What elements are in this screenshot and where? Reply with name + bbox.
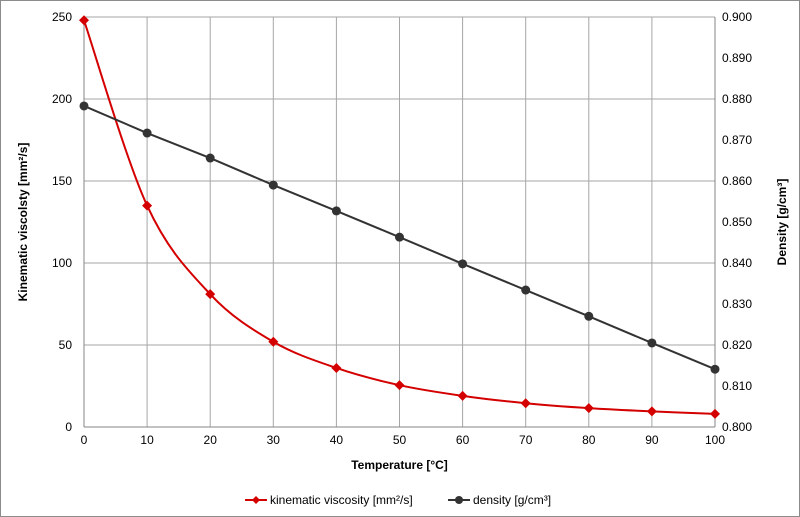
y2-tick-label: 0.860 xyxy=(722,174,752,188)
viscosity-point xyxy=(520,398,531,409)
viscosity-point xyxy=(710,408,720,419)
y2-tick-label: 0.900 xyxy=(722,10,752,24)
viscosity-point xyxy=(583,403,594,414)
density-point xyxy=(710,364,720,374)
legend-label: density [g/cm³] xyxy=(473,493,551,507)
viscosity-point xyxy=(268,336,279,347)
legend-diamond-icon xyxy=(252,496,260,504)
y-tick-label: 50 xyxy=(59,338,73,352)
density-point xyxy=(395,232,404,242)
density-point xyxy=(647,338,657,348)
density-point xyxy=(268,180,278,190)
y-tick-label: 250 xyxy=(52,10,72,24)
y2-tick-label: 0.850 xyxy=(722,215,752,229)
x-tick-label: 70 xyxy=(519,433,533,447)
x-tick-label: 10 xyxy=(140,433,154,447)
y2-tick-label: 0.880 xyxy=(722,92,752,106)
legend-circle-icon xyxy=(455,496,463,504)
y-axis-title: Kinematic viscolsty [mm²/s] xyxy=(16,143,30,302)
x-tick-label: 20 xyxy=(204,433,218,447)
x-tick-label: 80 xyxy=(582,433,596,447)
density-point xyxy=(79,101,89,111)
y2-tick-label: 0.810 xyxy=(722,379,752,393)
density-point xyxy=(331,206,341,216)
y-tick-label: 100 xyxy=(52,256,72,270)
x-tick-label: 60 xyxy=(456,433,470,447)
density-point xyxy=(521,285,531,295)
y2-tick-label: 0.870 xyxy=(722,133,752,147)
viscosity-point xyxy=(142,200,153,211)
x-tick-label: 30 xyxy=(267,433,281,447)
x-tick-label: 40 xyxy=(330,433,344,447)
density-point xyxy=(584,311,594,321)
y-tick-label: 0 xyxy=(65,420,72,434)
viscosity-point xyxy=(394,380,405,391)
density-point xyxy=(205,153,215,163)
y2-tick-label: 0.840 xyxy=(722,256,752,270)
viscosity-point xyxy=(457,390,468,401)
x-tick-label: 90 xyxy=(645,433,659,447)
density-point xyxy=(142,128,152,138)
x-tick-label: 100 xyxy=(705,433,725,447)
density-point xyxy=(458,259,468,269)
x-tick-label: 50 xyxy=(393,433,407,447)
x-axis-title: Temperature [°C] xyxy=(351,458,448,472)
y2-axis-title: Density [g/cm³] xyxy=(775,179,789,266)
viscosity-point xyxy=(646,406,657,417)
viscosity-point xyxy=(79,15,89,26)
legend-label: kinematic viscosity [mm²/s] xyxy=(270,493,413,507)
y2-tick-label: 0.820 xyxy=(722,338,752,352)
y2-tick-label: 0.890 xyxy=(722,51,752,65)
viscosity-point xyxy=(331,362,342,373)
viscosity-point xyxy=(205,289,216,300)
y-tick-label: 150 xyxy=(52,174,72,188)
y2-tick-label: 0.830 xyxy=(722,297,752,311)
y-tick-label: 200 xyxy=(52,92,72,106)
x-tick-label: 0 xyxy=(81,433,88,447)
y2-tick-label: 0.800 xyxy=(722,420,752,434)
